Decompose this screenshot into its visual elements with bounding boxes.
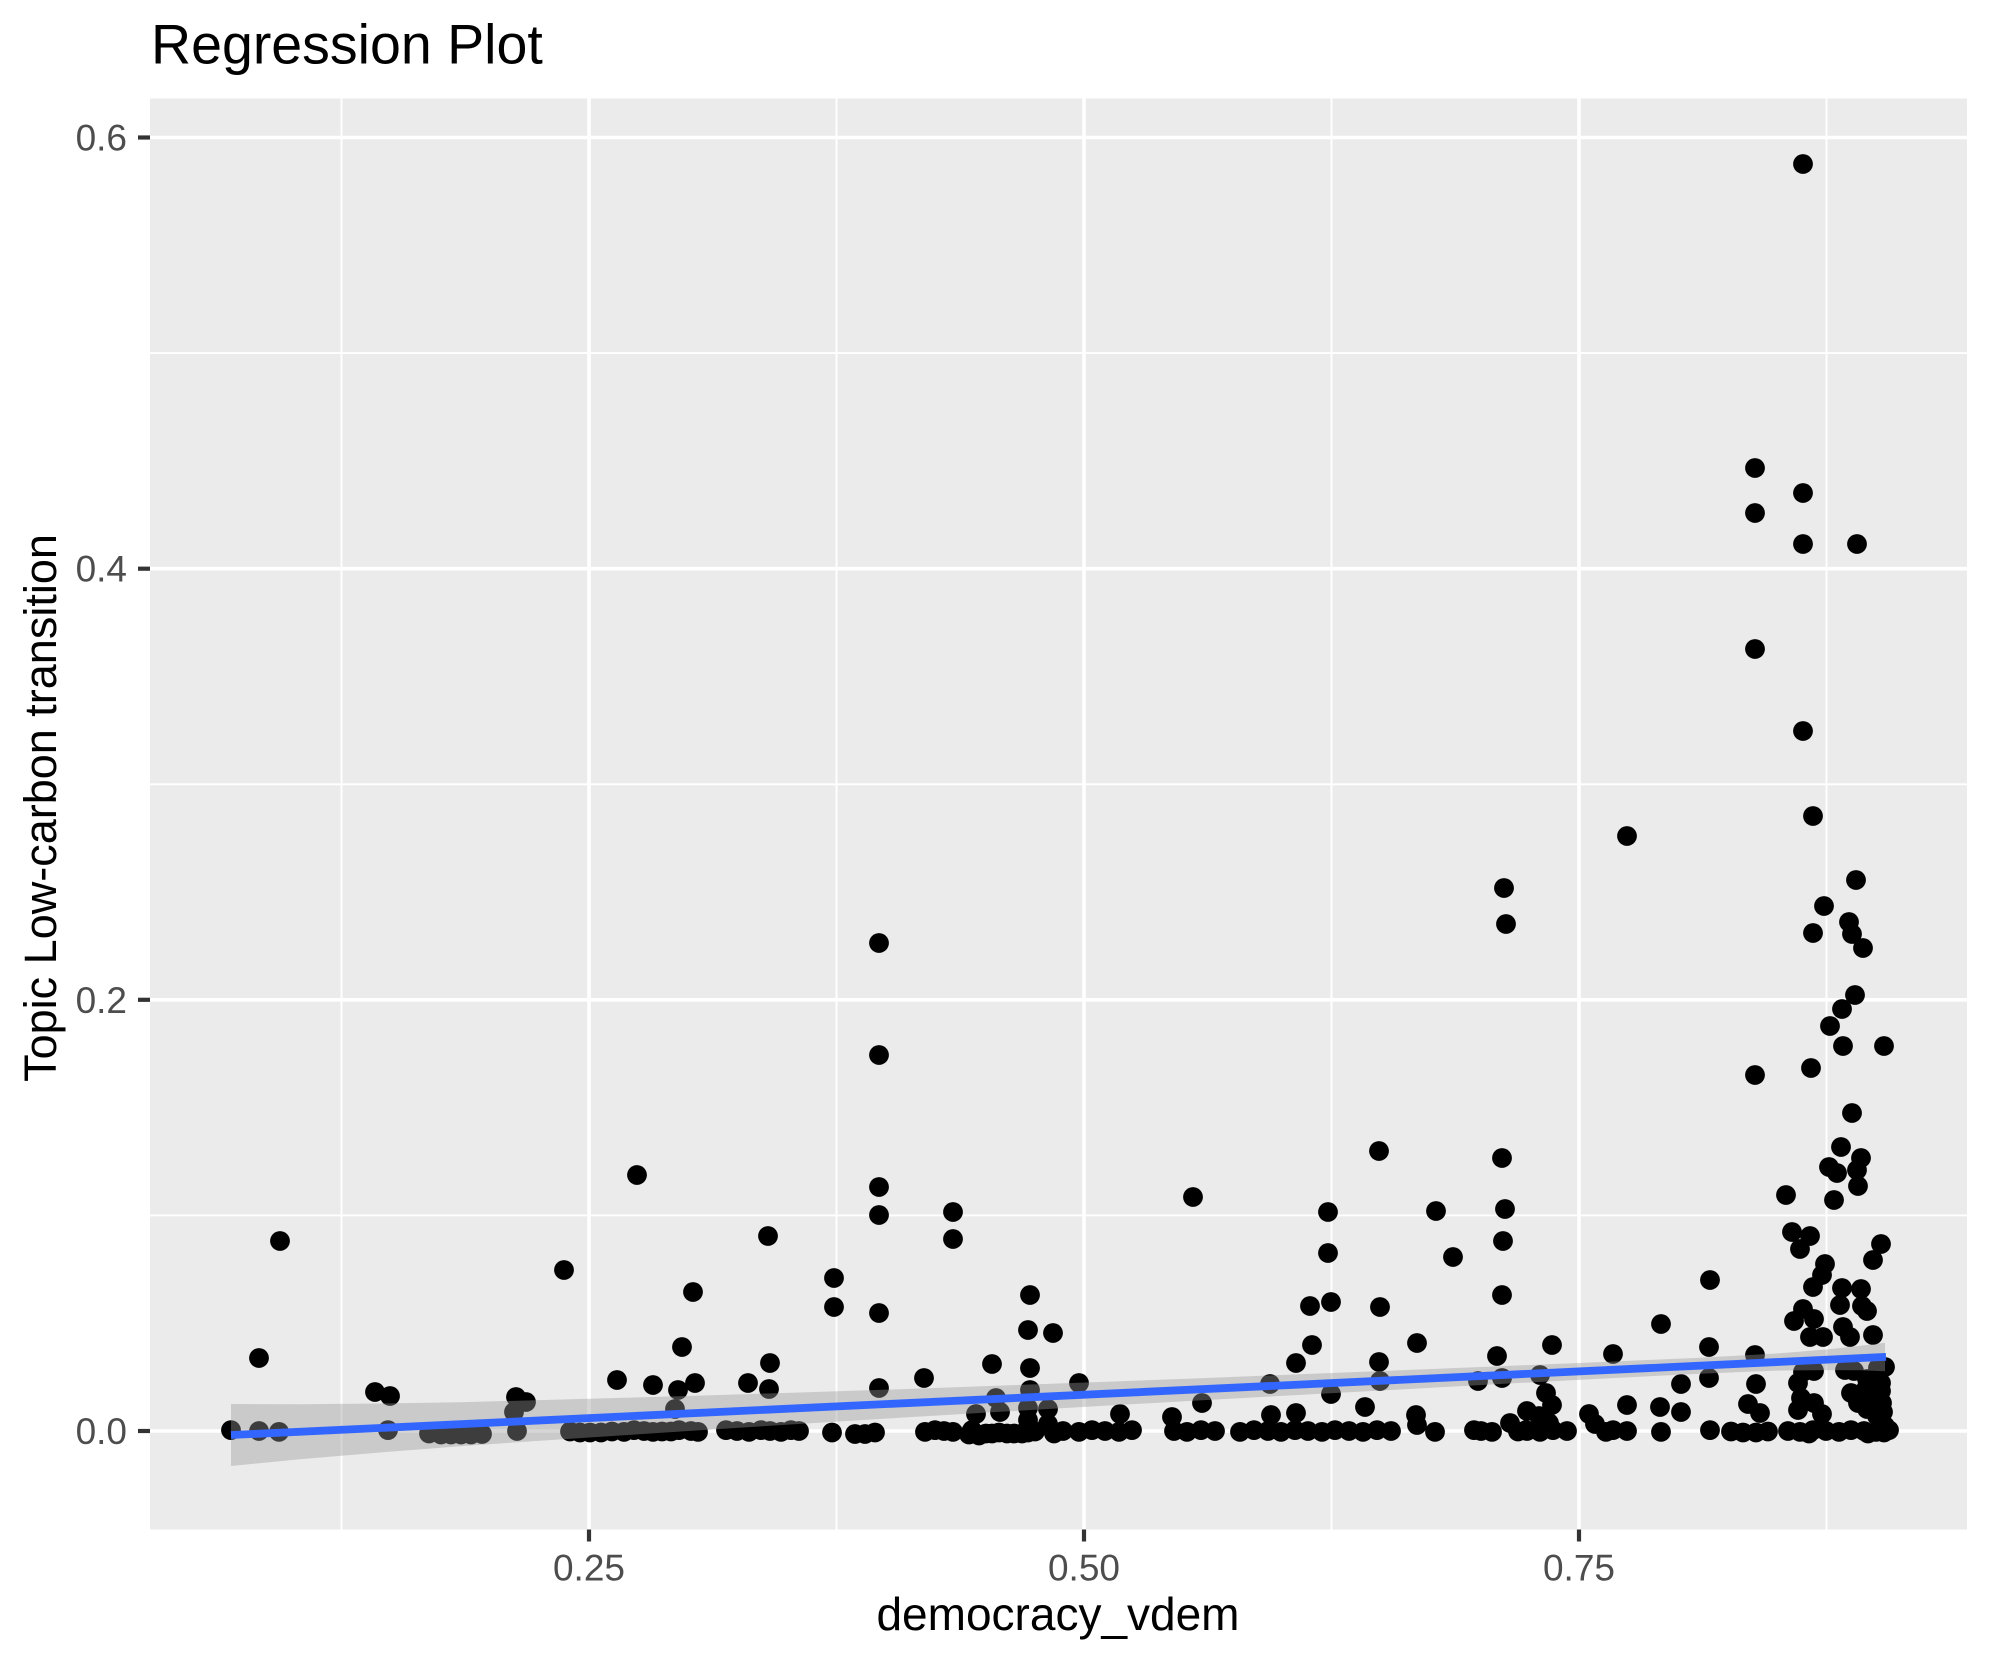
- svg-text:0.25: 0.25: [553, 1548, 625, 1589]
- svg-text:0.2: 0.2: [76, 980, 127, 1021]
- svg-text:0.6: 0.6: [76, 118, 127, 159]
- svg-text:Topic Low-carbon transition: Topic Low-carbon transition: [15, 534, 66, 1082]
- svg-text:democracy_vdem: democracy_vdem: [876, 1588, 1239, 1640]
- svg-text:0.75: 0.75: [1543, 1548, 1615, 1589]
- svg-text:0.0: 0.0: [76, 1411, 127, 1452]
- svg-text:Regression Plot: Regression Plot: [151, 14, 543, 76]
- svg-text:0.50: 0.50: [1048, 1548, 1120, 1589]
- svg-text:0.4: 0.4: [76, 549, 127, 590]
